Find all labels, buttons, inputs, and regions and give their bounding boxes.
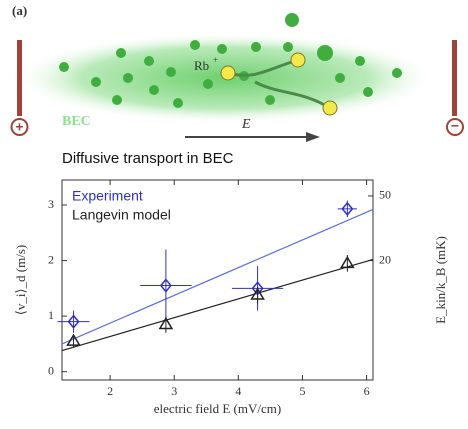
chart: 2 3 4 5 6 0 1 2 3 20 50 electric field E (mV/cm) ⟨v_… bbox=[13, 179, 448, 416]
x-tick-label: 2 bbox=[107, 384, 113, 398]
x-tick-label: 5 bbox=[299, 384, 305, 398]
point bbox=[66, 333, 81, 346]
panel-label: (a) bbox=[12, 3, 27, 18]
ions bbox=[220, 52, 338, 116]
point bbox=[67, 314, 80, 329]
ion-charge: + bbox=[213, 55, 218, 65]
y-tick-label: 3 bbox=[48, 197, 54, 211]
right-electrode-label: − bbox=[451, 118, 459, 134]
x-tick-label: 3 bbox=[171, 384, 177, 398]
left-electrode bbox=[17, 40, 22, 116]
point bbox=[341, 201, 354, 217]
legend-label: Experiment bbox=[72, 188, 143, 204]
field-label: E bbox=[241, 117, 251, 132]
fit-line bbox=[61, 208, 374, 345]
plus-sign bbox=[10, 118, 29, 136]
y-tick-label: 0 bbox=[48, 363, 54, 377]
left-electrode-label: + bbox=[15, 119, 23, 135]
point bbox=[340, 255, 355, 269]
point bbox=[159, 278, 172, 293]
x-tick-label: 6 bbox=[364, 384, 370, 398]
y2-tick-label: 20 bbox=[379, 252, 391, 266]
x-axis-label: electric field E (mV/cm) bbox=[154, 401, 281, 416]
point bbox=[250, 287, 265, 300]
point bbox=[158, 316, 174, 330]
minus-sign bbox=[446, 118, 464, 136]
y-tick-label: 1 bbox=[48, 308, 54, 322]
legend-label: Langevin model bbox=[72, 207, 171, 223]
fit-line bbox=[61, 258, 374, 352]
y2-tick-label: 50 bbox=[379, 188, 391, 202]
bec-label: BEC bbox=[62, 114, 91, 129]
y-axis-label: ⟨v_i⟩_d (m/s) bbox=[13, 245, 28, 315]
y-tick-label: 2 bbox=[48, 252, 54, 266]
caption: Diffusive transport in BEC bbox=[62, 150, 234, 167]
illustration: + − (a) Rb + BEC E Diffusive transport i… bbox=[10, 3, 464, 167]
right-electrode bbox=[452, 40, 457, 116]
plot-frame bbox=[61, 179, 374, 381]
ion-label: Rb bbox=[194, 58, 209, 73]
y2-axis-label: E_kin/k_B (mK) bbox=[433, 236, 448, 324]
arrow-head bbox=[306, 132, 320, 142]
x-tick-label: 4 bbox=[235, 384, 241, 398]
